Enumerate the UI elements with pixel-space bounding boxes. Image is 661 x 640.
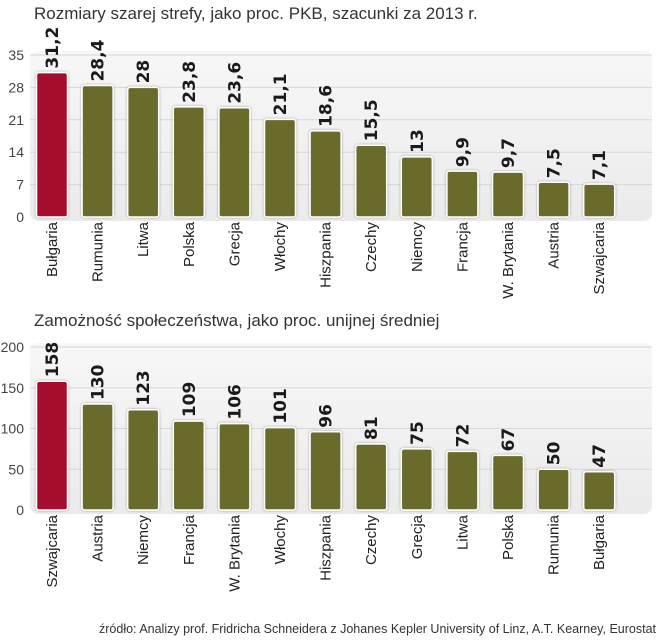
value-label: 106 (225, 384, 245, 420)
source-note: źródło: Analizy prof. Fridricha Schneide… (99, 622, 657, 636)
category-label: Hiszpania (318, 514, 335, 581)
category-label: Grecja (409, 514, 426, 559)
value-label: 81 (362, 416, 382, 440)
category-label: Francja (454, 221, 471, 272)
chart2-title: Zamożność społeczeństwa, jako proc. unij… (34, 311, 439, 330)
y-tick-label: 21 (8, 112, 24, 128)
category-label: Szwajcaria (44, 514, 61, 587)
bar (446, 450, 479, 511)
bar (263, 118, 297, 218)
chart1-title: Rozmiary szarej strefy, jako proc. PKB, … (34, 4, 478, 23)
category-label: Polska (500, 514, 517, 560)
value-label: 50 (545, 441, 565, 465)
category-label: Grecja (226, 221, 243, 266)
category-label: Włochy (272, 515, 289, 565)
bar (582, 470, 616, 511)
value-label: 7,5 (545, 148, 565, 178)
bar (263, 426, 297, 511)
bar (537, 181, 570, 218)
category-label: Niemcy (135, 515, 152, 566)
category-label: Bułgaria (44, 221, 61, 277)
category-label: Niemcy (409, 222, 426, 273)
y-tick-label: 100 (1, 421, 25, 437)
category-label: Austria (546, 221, 563, 268)
value-label: 9,7 (499, 138, 519, 168)
bar (491, 454, 525, 511)
bar (172, 106, 206, 218)
category-label: Czechy (363, 515, 380, 566)
value-label: 18,6 (317, 85, 337, 127)
value-label: 123 (134, 370, 154, 406)
y-tick-label: 28 (8, 79, 24, 95)
bar (582, 183, 616, 218)
y-tick-label: 7 (16, 177, 24, 193)
bar (35, 71, 69, 218)
value-label: 28,4 (89, 39, 109, 81)
value-label: 109 (180, 382, 200, 418)
value-label: 31,2 (43, 27, 63, 69)
value-label: 23,8 (180, 61, 200, 103)
y-tick-label: 200 (1, 339, 25, 355)
value-label: 28 (134, 60, 154, 84)
value-label: 13 (408, 129, 428, 153)
category-label: Hiszpania (318, 221, 335, 288)
category-label: Rumunia (90, 221, 107, 282)
y-tick-label: 0 (16, 502, 24, 518)
category-label: Bułgaria (591, 514, 608, 570)
value-label: 9,9 (453, 137, 473, 167)
category-label: Rumunia (546, 514, 563, 575)
bar (81, 403, 114, 511)
bar (218, 422, 251, 511)
value-label: 158 (43, 342, 63, 378)
y-tick-label: 35 (8, 47, 24, 63)
bar (537, 468, 570, 511)
category-label: W. Brytania (226, 514, 243, 591)
bar (126, 409, 160, 511)
category-label: W. Brytania (500, 221, 517, 298)
value-label: 72 (453, 424, 473, 448)
chart1: 0 7 14 21 28 35 31,2 Bułgaria 28,4 Rumunia 28 Litwa… (8, 27, 652, 299)
bar (81, 84, 114, 218)
value-label: 96 (317, 404, 337, 428)
category-label: Francja (181, 514, 198, 565)
category-label: Litwa (135, 221, 152, 257)
category-label: Szwajcaria (591, 221, 608, 294)
bar (491, 171, 525, 218)
value-label: 7,1 (590, 150, 610, 180)
value-label: 23,6 (225, 62, 245, 104)
bar (35, 380, 69, 511)
category-label: Czechy (363, 222, 380, 273)
bar (309, 431, 342, 511)
bar (354, 144, 388, 218)
value-label: 67 (499, 428, 519, 452)
value-label: 75 (408, 421, 428, 445)
bar (354, 443, 388, 511)
bar (218, 107, 251, 218)
value-label: 21,1 (271, 73, 291, 115)
category-label: Włochy (272, 222, 289, 272)
y-tick-label: 0 (16, 209, 24, 225)
bar (446, 170, 479, 218)
value-label: 130 (89, 364, 109, 400)
value-label: 15,5 (362, 99, 382, 141)
chart2: 0 50 100 150 200 158 Szwajcaria 130 Austria 123 Ni… (1, 339, 652, 592)
category-label: Litwa (454, 514, 471, 550)
y-tick-label: 150 (1, 380, 25, 396)
y-tick-label: 14 (8, 144, 24, 160)
y-tick-label: 50 (8, 461, 24, 477)
bar (126, 86, 160, 218)
value-label: 47 (590, 444, 610, 468)
bar (172, 420, 206, 511)
bar (400, 156, 434, 218)
bar (309, 130, 342, 218)
value-label: 101 (271, 388, 291, 424)
bar (400, 448, 434, 511)
category-label: Austria (90, 514, 107, 561)
category-label: Polska (181, 221, 198, 267)
